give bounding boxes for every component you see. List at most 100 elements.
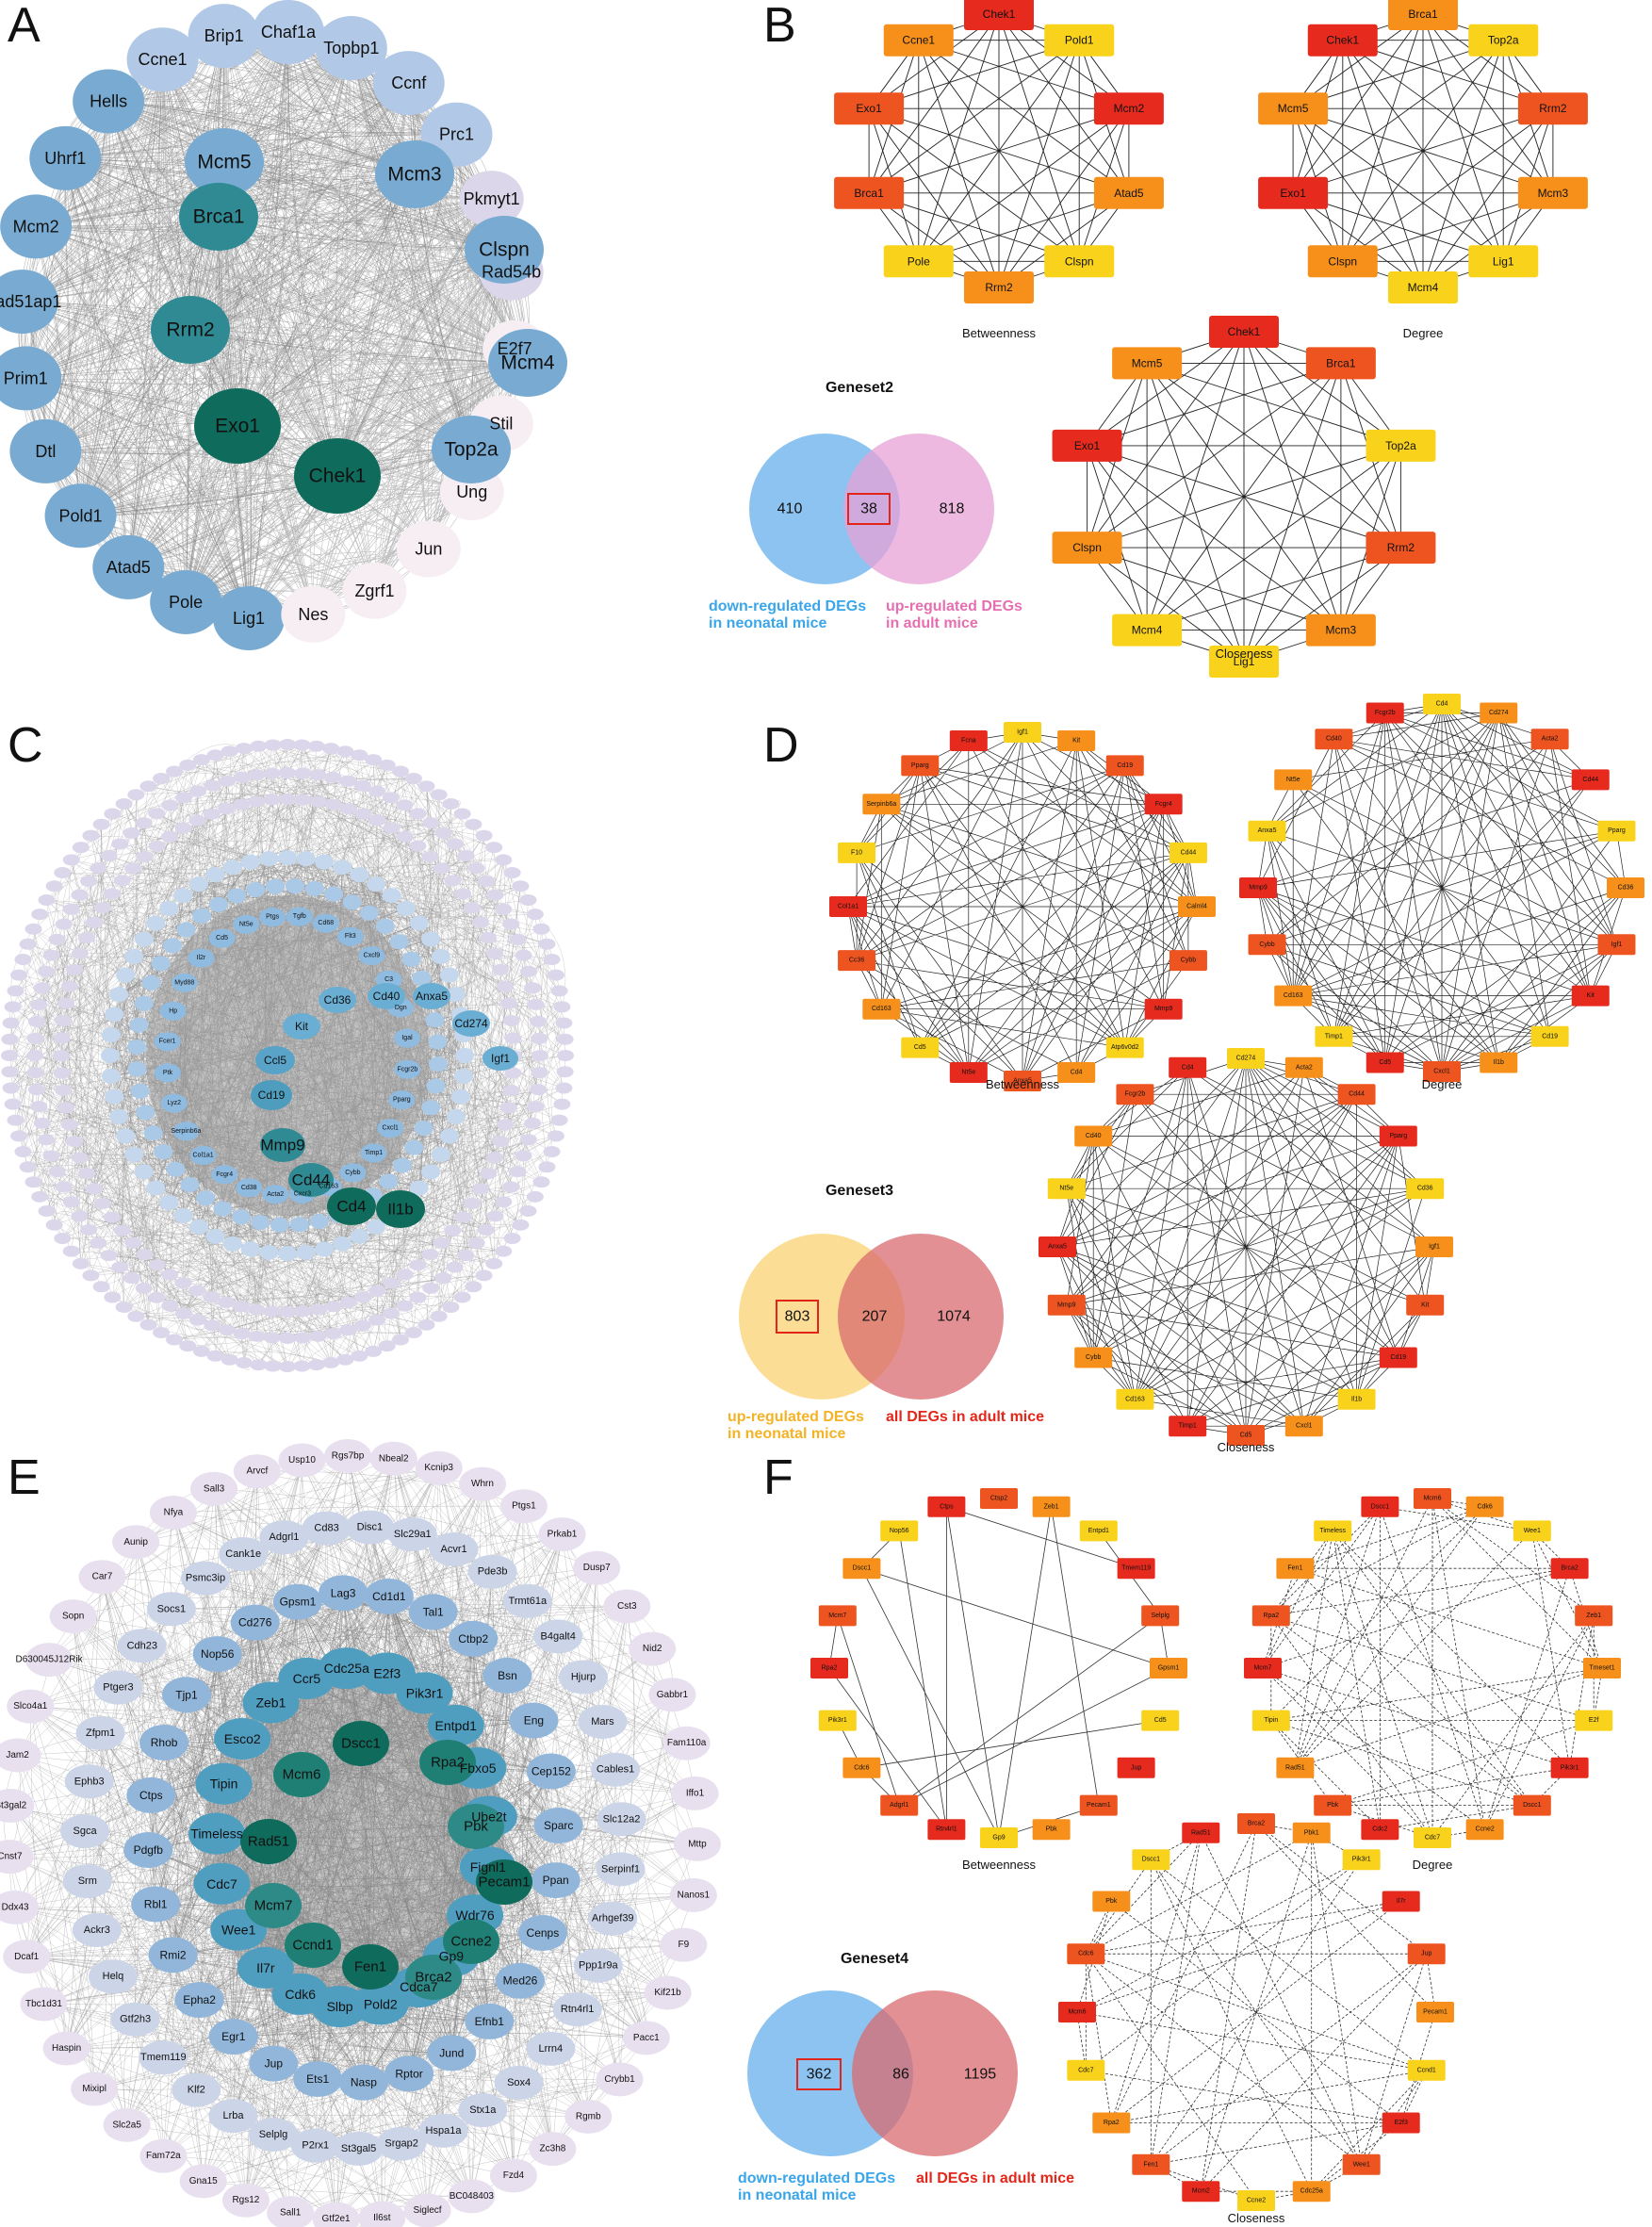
gene-label: Rgs12 <box>232 2195 259 2205</box>
minor-node <box>556 1033 574 1045</box>
venn-right-count: 818 <box>940 501 965 517</box>
minor-node <box>65 1136 83 1148</box>
minor-node <box>115 1301 133 1313</box>
hub-edge <box>1076 1823 1436 2202</box>
gene-label: Brca2 <box>415 1970 451 1986</box>
gene-label: Ccne1 <box>139 50 188 69</box>
hub-node-nt5e <box>949 1061 988 1083</box>
hub-node-igf1 <box>1415 1236 1453 1257</box>
gene-label: Zeb1 <box>255 1695 286 1711</box>
gene-label: Top2a <box>444 439 499 461</box>
gene-node-cables1 <box>591 1752 641 1787</box>
minor-node <box>450 1089 470 1105</box>
gene-label: Chek1 <box>309 466 367 487</box>
venn-left-count: 362 <box>807 2067 832 2083</box>
hub-node-zeb1 <box>1032 1496 1071 1517</box>
hub-edge <box>1257 703 1627 1073</box>
minor-node <box>251 1215 270 1231</box>
hub-label: Cd19 <box>1117 762 1133 769</box>
minor-node <box>382 888 401 904</box>
minor-node <box>31 909 49 921</box>
gene-label: Cdk6 <box>285 1987 316 2002</box>
minor-node <box>206 1350 224 1362</box>
minor-node <box>19 1161 37 1173</box>
gene-node-gna15 <box>179 2164 227 2199</box>
minor-node <box>485 842 503 854</box>
minor-node <box>509 933 527 945</box>
minor-node <box>307 1359 325 1371</box>
minor-node <box>421 1164 441 1180</box>
gene-node-entpd1 <box>427 1704 484 1746</box>
gene-node-efnb1 <box>465 2003 515 2039</box>
gene-node-slc2a5 <box>103 2107 151 2142</box>
minor-node <box>25 1176 42 1188</box>
hub-node-brca2 <box>1550 1558 1589 1580</box>
gene-label: Prim1 <box>4 368 48 387</box>
hub-label: Dscc1 <box>1523 1802 1542 1809</box>
gene-node-eng <box>509 1702 559 1739</box>
minor-node <box>218 775 236 787</box>
gene-label: D630045J12Rik <box>16 1655 84 1665</box>
minor-node <box>203 808 221 820</box>
gene-node-topbp1 <box>315 16 387 81</box>
minor-node <box>53 1050 70 1061</box>
gene-label: Rad54b <box>482 263 541 282</box>
minor-node <box>196 1190 216 1206</box>
hub-node-cd4 <box>1169 1056 1207 1078</box>
minor-node <box>324 771 342 783</box>
gene-label: Il2r <box>197 955 206 961</box>
minor-node <box>192 1345 210 1357</box>
hub-node-pik3r1 <box>1342 1849 1381 1871</box>
gene-node-ccl5 <box>255 1046 295 1074</box>
minor-node <box>10 969 28 981</box>
minor-node <box>19 938 37 950</box>
minor-node <box>233 1301 251 1313</box>
gene-label: Sall3 <box>204 1483 225 1494</box>
hub-node-lig1 <box>1468 245 1539 278</box>
gene-label: Arvcf <box>246 1466 268 1477</box>
minor-node <box>204 779 221 792</box>
hub-label: Nop56 <box>890 1528 909 1534</box>
hub-label: Il1b <box>1494 1059 1504 1066</box>
minor-node <box>409 1291 427 1303</box>
hub-node-cd163 <box>862 998 901 1020</box>
minor-node <box>383 822 401 834</box>
minor-node <box>392 1157 412 1173</box>
gene-label: Ung <box>456 483 487 501</box>
gene-node-disc1 <box>345 1510 395 1545</box>
minor-node <box>127 789 145 801</box>
gene-label: Myd88 <box>174 979 194 986</box>
hub-node-cd40 <box>1315 729 1353 750</box>
gene-label: Rrm2 <box>166 319 214 341</box>
gene-label: Cd163 <box>319 1184 338 1190</box>
hub-node-wee1 <box>1342 2153 1381 2175</box>
hub-node-cdc2 <box>1361 1819 1399 1841</box>
gene-node-cxcl9 <box>358 946 385 966</box>
gene-label: Nfya <box>164 1507 184 1517</box>
gene-label: Uhrf1 <box>44 149 86 168</box>
gene-node-pbk <box>448 1804 504 1849</box>
minor-node <box>135 817 153 829</box>
minor-node <box>339 803 357 815</box>
gene-label: Fcgr4 <box>216 1171 233 1178</box>
gene-node-prim1 <box>0 346 62 411</box>
minor-node <box>248 769 266 781</box>
hub-node-ctsp2 <box>980 1488 1018 1509</box>
gene-node-siglecf <box>403 2193 451 2227</box>
gene-node-st3gal5 <box>334 2131 384 2166</box>
hub-node-adgrl1 <box>880 1794 919 1816</box>
gene-label: Fbxo5 <box>460 1760 497 1776</box>
gene-node-ctbp2 <box>449 1620 499 1657</box>
minor-node <box>279 794 296 805</box>
hub-node-pecam1 <box>1079 1794 1118 1816</box>
hub-node-il1b <box>1480 1052 1518 1073</box>
gene-node-ptger3 <box>93 1670 143 1705</box>
minor-node <box>235 743 253 755</box>
minor-node <box>421 931 441 947</box>
hub-node-mcm2 <box>1182 2181 1220 2202</box>
gene-label: Nes <box>298 605 328 624</box>
hub-label: Cd19 <box>1390 1354 1406 1361</box>
gene-label: Anxa5 <box>416 990 448 1003</box>
gene-node-fzd4 <box>489 2158 537 2193</box>
minor-node <box>538 938 556 950</box>
